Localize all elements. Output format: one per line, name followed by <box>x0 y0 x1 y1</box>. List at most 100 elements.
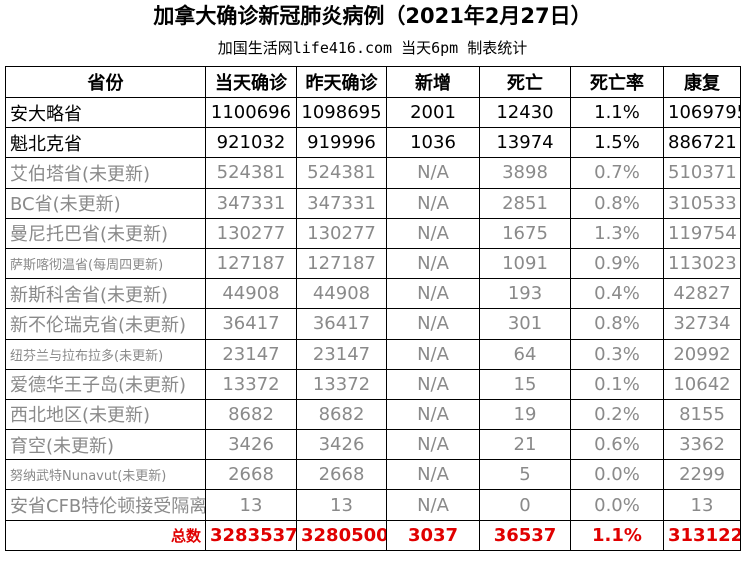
table-cell: 1098695 <box>296 96 387 129</box>
table-cell: 886721 <box>663 127 741 159</box>
title: 加拿大确诊新冠肺炎病例（2021年2月27日） <box>153 4 592 28</box>
table-cell: 0.8% <box>570 187 664 219</box>
table-cell: 3426 <box>296 429 387 461</box>
table-cell: 8682 <box>205 398 297 431</box>
table-cell: 301 <box>479 308 571 340</box>
row-label: 艾伯塔省(未更新) <box>5 157 206 189</box>
table-row: BC省(未更新) 347331 347331 N/A 2851 0.8% 310533 <box>5 187 741 219</box>
table-cell: 0.7% <box>570 157 664 189</box>
table-cell: 2668 <box>296 459 387 491</box>
row-label: 育空(未更新) <box>5 429 206 461</box>
table-cell: 3898 <box>479 157 571 189</box>
table-row: 育空(未更新) 3426 3426 N/A 21 0.6% 3362 <box>5 429 741 461</box>
table-cell: 10642 <box>663 368 741 400</box>
table-cell: 21 <box>479 429 571 461</box>
data-table: 省份 当天确诊 昨天确诊 新增 死亡 死亡率 康复 安大略省 1100696 1098695 20… <box>5 66 741 551</box>
row-label: 安省CFB特伦顿接受隔离 <box>5 489 206 521</box>
table-cell: 2668 <box>205 459 297 491</box>
row-label: 努纳武特Nunavut(未更新) <box>5 459 206 491</box>
row-label: 纽芬兰与拉布拉多(未更新) <box>5 338 206 370</box>
row-label: 曼尼托巴省(未更新) <box>5 217 206 249</box>
table-cell: 1.1% <box>570 96 664 129</box>
column-header: 省份 <box>5 66 206 98</box>
table-cell: 44908 <box>205 278 297 310</box>
table-cell: 0.1% <box>570 368 664 400</box>
table-cell: N/A <box>386 489 480 521</box>
table-cell: 3426 <box>205 429 297 461</box>
table-cell: 310533 <box>663 187 741 219</box>
table-cell: N/A <box>386 247 480 280</box>
table-cell: 0.0% <box>570 459 664 491</box>
table-row: 西北地区(未更新) 8682 8682 N/A 19 0.2% 8155 <box>5 398 741 431</box>
table-row: 爱德华王子岛(未更新) 13372 13372 N/A 15 0.1% 10642 <box>5 368 741 400</box>
table-cell: 1.3% <box>570 217 664 249</box>
table-cell: 193 <box>479 278 571 310</box>
table-cell: 1091 <box>479 247 571 280</box>
table-cell: 23147 <box>205 338 297 370</box>
table-cell: 20992 <box>663 338 741 370</box>
table-cell: N/A <box>386 368 480 400</box>
table-cell: 8682 <box>296 398 387 431</box>
table-cell: N/A <box>386 429 480 461</box>
table-cell: 44908 <box>296 278 387 310</box>
row-label: 安大略省 <box>5 96 206 129</box>
table-cell: 13 <box>205 489 297 521</box>
table-cell: 3283537 <box>205 519 297 551</box>
table-cell: 13372 <box>296 368 387 400</box>
row-label: 新斯科舍省(未更新) <box>5 278 206 310</box>
table-cell: 2001 <box>386 96 480 129</box>
table-cell: 3131221 <box>663 519 741 551</box>
table-cell: 119754 <box>663 217 741 249</box>
column-header: 死亡率 <box>570 66 664 98</box>
header-row: 省份 当天确诊 昨天确诊 新增 死亡 死亡率 康复 <box>5 66 741 98</box>
table-cell: 3280500 <box>296 519 387 551</box>
table-cell: 42827 <box>663 278 741 310</box>
table-cell: N/A <box>386 398 480 431</box>
table-cell: 1036 <box>386 127 480 159</box>
table-cell: 1100696 <box>205 96 297 129</box>
table-row: 纽芬兰与拉布拉多(未更新) 23147 23147 N/A 64 0.3% 20992 <box>5 338 741 370</box>
column-header: 当天确诊 <box>205 66 297 98</box>
table-cell: 347331 <box>205 187 297 219</box>
table-cell: 23147 <box>296 338 387 370</box>
table-row: 安省CFB特伦顿接受隔离 13 13 N/A 0 0.0% 13 <box>5 489 741 521</box>
table-cell: 524381 <box>296 157 387 189</box>
table-cell: 2851 <box>479 187 571 219</box>
row-label: 总数 <box>5 519 206 551</box>
table-cell: 15 <box>479 368 571 400</box>
table-row: 艾伯塔省(未更新) 524381 524381 N/A 3898 0.7% 510371 <box>5 157 741 189</box>
table-cell: 113023 <box>663 247 741 280</box>
table-row: 安大略省 1100696 1098695 2001 12430 1.1% 1069795 <box>5 96 741 129</box>
table-row: 魁北克省 921032 919996 1036 13974 1.5% 886721 <box>5 127 741 159</box>
table-cell: 919996 <box>296 127 387 159</box>
table-cell: 64 <box>479 338 571 370</box>
row-label: 魁北克省 <box>5 127 206 159</box>
table-cell: 1.1% <box>570 519 664 551</box>
row-label: 新不伦瑞克省(未更新) <box>5 308 206 340</box>
table-cell: N/A <box>386 278 480 310</box>
table-cell: 13974 <box>479 127 571 159</box>
table-cell: N/A <box>386 459 480 491</box>
table-cell: 1069795 <box>663 96 741 129</box>
table-cell: N/A <box>386 217 480 249</box>
table-cell: 3362 <box>663 429 741 461</box>
table-cell: 130277 <box>296 217 387 249</box>
table-row: 新斯科舍省(未更新) 44908 44908 N/A 193 0.4% 42827 <box>5 278 741 310</box>
table-cell: N/A <box>386 157 480 189</box>
table-row: 新不伦瑞克省(未更新) 36417 36417 N/A 301 0.8% 32734 <box>5 308 741 340</box>
row-label: 西北地区(未更新) <box>5 398 206 431</box>
table-cell: 0 <box>479 489 571 521</box>
table-cell: 347331 <box>296 187 387 219</box>
table-cell: 3037 <box>386 519 480 551</box>
table-cell: 130277 <box>205 217 297 249</box>
row-label: 爱德华王子岛(未更新) <box>5 368 206 400</box>
table-cell: 0.6% <box>570 429 664 461</box>
table-cell: 13372 <box>205 368 297 400</box>
table-row: 萨斯喀彻温省(每周四更新) 127187 127187 N/A 1091 0.9% 1130… <box>5 247 741 280</box>
table-cell: 127187 <box>296 247 387 280</box>
table-cell: 524381 <box>205 157 297 189</box>
table-cell: 510371 <box>663 157 741 189</box>
table-cell: 2299 <box>663 459 741 491</box>
